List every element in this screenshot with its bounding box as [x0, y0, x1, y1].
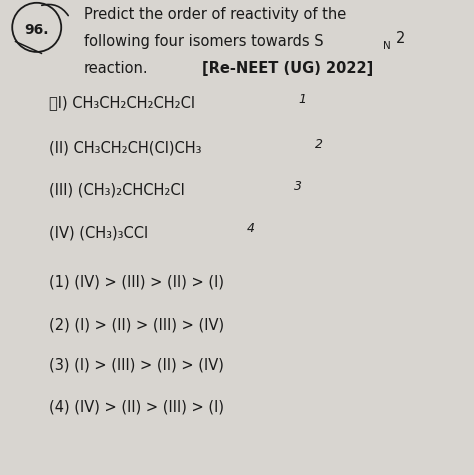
Text: (4) (IV) > (II) > (III) > (I): (4) (IV) > (II) > (III) > (I)	[48, 399, 224, 414]
Text: (2) (I) > (II) > (III) > (IV): (2) (I) > (II) > (III) > (IV)	[48, 317, 224, 332]
Text: 4: 4	[246, 222, 255, 236]
Text: ⼘I) CH₃CH₂CH₂CH₂Cl: ⼘I) CH₃CH₂CH₂CH₂Cl	[48, 95, 194, 110]
Text: [Re-NEET (UG) 2022]: [Re-NEET (UG) 2022]	[201, 61, 373, 76]
Text: 96.: 96.	[25, 23, 49, 37]
Text: 3: 3	[293, 180, 301, 193]
Text: reaction.: reaction.	[84, 61, 148, 76]
Text: N: N	[383, 41, 391, 51]
Text: 2: 2	[315, 137, 323, 151]
Text: (1) (IV) > (III) > (II) > (I): (1) (IV) > (III) > (II) > (I)	[48, 275, 224, 290]
Text: (II) CH₃CH₂CH(Cl)CH₃: (II) CH₃CH₂CH(Cl)CH₃	[48, 140, 201, 155]
Text: 1: 1	[298, 93, 306, 105]
Text: (3) (I) > (III) > (II) > (IV): (3) (I) > (III) > (II) > (IV)	[48, 358, 223, 372]
Text: (III) (CH₃)₂CHCH₂Cl: (III) (CH₃)₂CHCH₂Cl	[48, 183, 184, 198]
Text: 2: 2	[396, 31, 406, 46]
Text: following four isomers towards S: following four isomers towards S	[84, 34, 323, 49]
Text: (IV) (CH₃)₃CCl: (IV) (CH₃)₃CCl	[48, 225, 147, 240]
Text: Predict the order of reactivity of the: Predict the order of reactivity of the	[84, 7, 346, 22]
